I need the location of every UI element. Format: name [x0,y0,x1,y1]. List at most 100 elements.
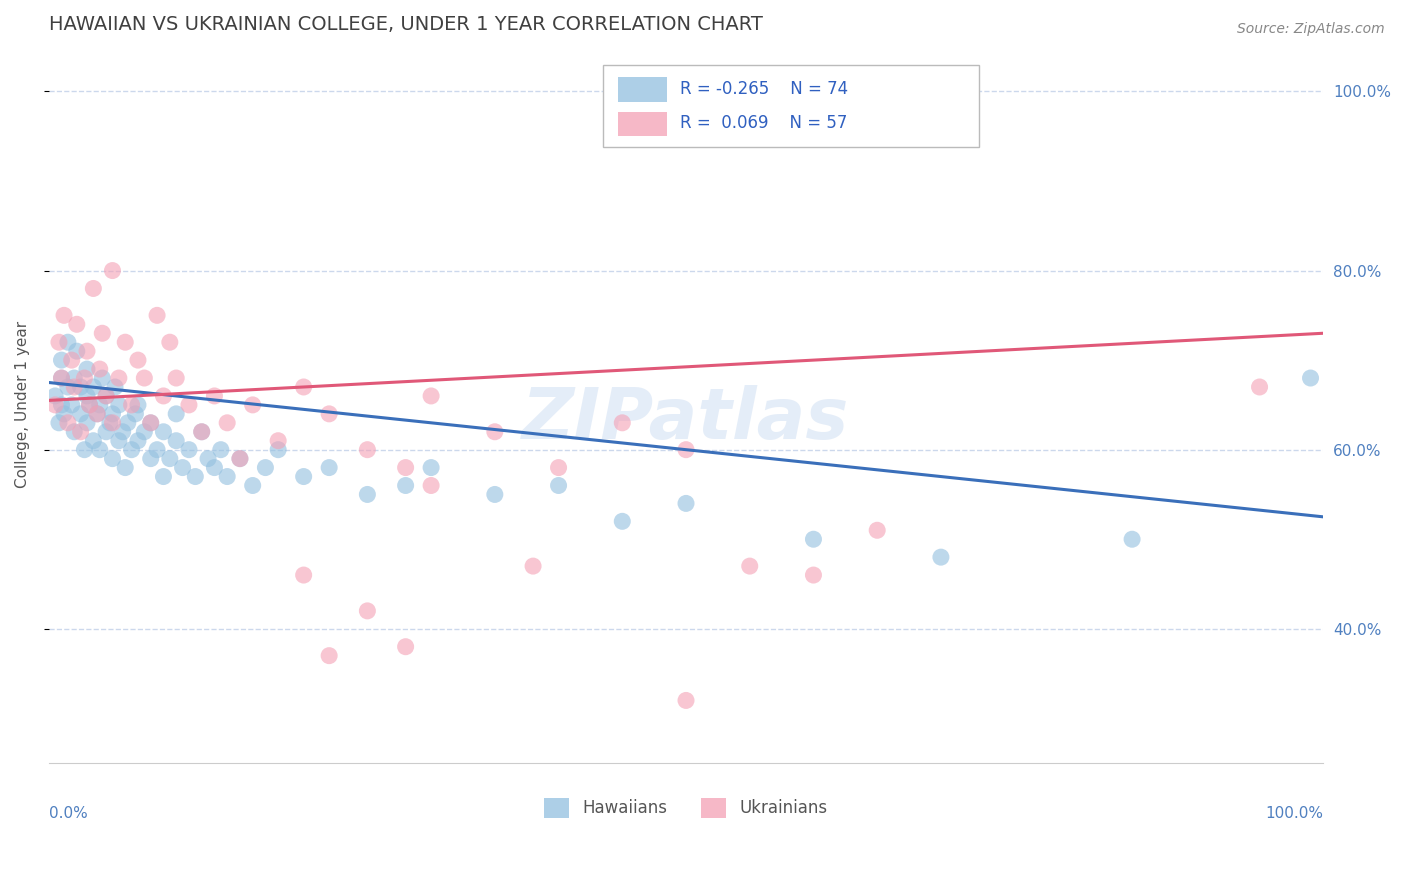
Point [318,648,340,663]
Text: 0.0%: 0.0% [49,806,87,822]
Point [217,469,239,483]
Point [267,434,290,448]
Point [76,416,98,430]
Point [675,496,697,510]
Point [91,326,114,341]
Point [94,425,117,439]
Point [204,460,226,475]
Point [612,416,634,430]
Point [94,389,117,403]
Point [51,353,73,368]
Point [94,389,117,403]
Point [356,442,378,457]
Point [91,371,114,385]
Point [121,442,143,457]
Point [56,380,79,394]
Point [73,371,96,385]
Point [1299,371,1322,385]
Point [101,407,124,421]
Point [56,416,79,430]
Point [172,460,194,475]
Point [165,371,187,385]
Point [318,407,340,421]
Point [190,425,212,439]
Point [209,442,232,457]
Point [114,335,136,350]
Point [63,425,86,439]
Point [73,442,96,457]
Point [111,425,134,439]
Point [612,514,634,528]
Point [484,487,506,501]
Point [152,389,174,403]
Text: R = -0.265    N = 74: R = -0.265 N = 74 [679,80,848,98]
Point [108,398,131,412]
Point [76,362,98,376]
Point [738,559,761,574]
Point [165,407,187,421]
Point [108,434,131,448]
Point [152,469,174,483]
Point [146,309,169,323]
Text: ZIPatlas: ZIPatlas [522,384,849,454]
Point [159,335,181,350]
Point [82,380,104,394]
Point [242,478,264,492]
Point [229,451,252,466]
Point [547,478,569,492]
Point [117,416,139,430]
Point [44,389,66,403]
Point [356,604,378,618]
Point [63,371,86,385]
Point [146,442,169,457]
Point [69,425,91,439]
Point [104,380,127,394]
Point [547,460,569,475]
Point [89,398,111,412]
Point [66,344,89,359]
Point [292,380,315,394]
Point [139,451,162,466]
Point [420,389,443,403]
Point [60,353,83,368]
Point [134,371,156,385]
Point [60,398,83,412]
Point [675,872,697,887]
Point [69,380,91,394]
Point [101,451,124,466]
Point [76,344,98,359]
Text: HAWAIIAN VS UKRAINIAN COLLEGE, UNDER 1 YEAR CORRELATION CHART: HAWAIIAN VS UKRAINIAN COLLEGE, UNDER 1 Y… [49,15,762,34]
Point [177,398,200,412]
Point [1121,533,1143,547]
Point [1249,380,1271,394]
Point [267,442,290,457]
Point [127,434,149,448]
Point [56,335,79,350]
Point [242,398,264,412]
Point [44,398,66,412]
Point [929,550,952,565]
Point [89,442,111,457]
Point [66,318,89,332]
Legend: Hawaiians, Ukrainians: Hawaiians, Ukrainians [536,789,837,827]
Point [229,451,252,466]
Point [152,425,174,439]
Point [292,469,315,483]
Point [484,425,506,439]
Point [79,398,101,412]
Point [217,416,239,430]
Point [76,389,98,403]
Point [82,434,104,448]
FancyBboxPatch shape [619,78,666,102]
Point [127,398,149,412]
Y-axis label: College, Under 1 year: College, Under 1 year [15,321,30,489]
Point [82,281,104,295]
Point [134,425,156,439]
Point [51,371,73,385]
Point [394,460,416,475]
Point [86,407,108,421]
Point [292,568,315,582]
Point [204,389,226,403]
Point [420,460,443,475]
Point [675,442,697,457]
